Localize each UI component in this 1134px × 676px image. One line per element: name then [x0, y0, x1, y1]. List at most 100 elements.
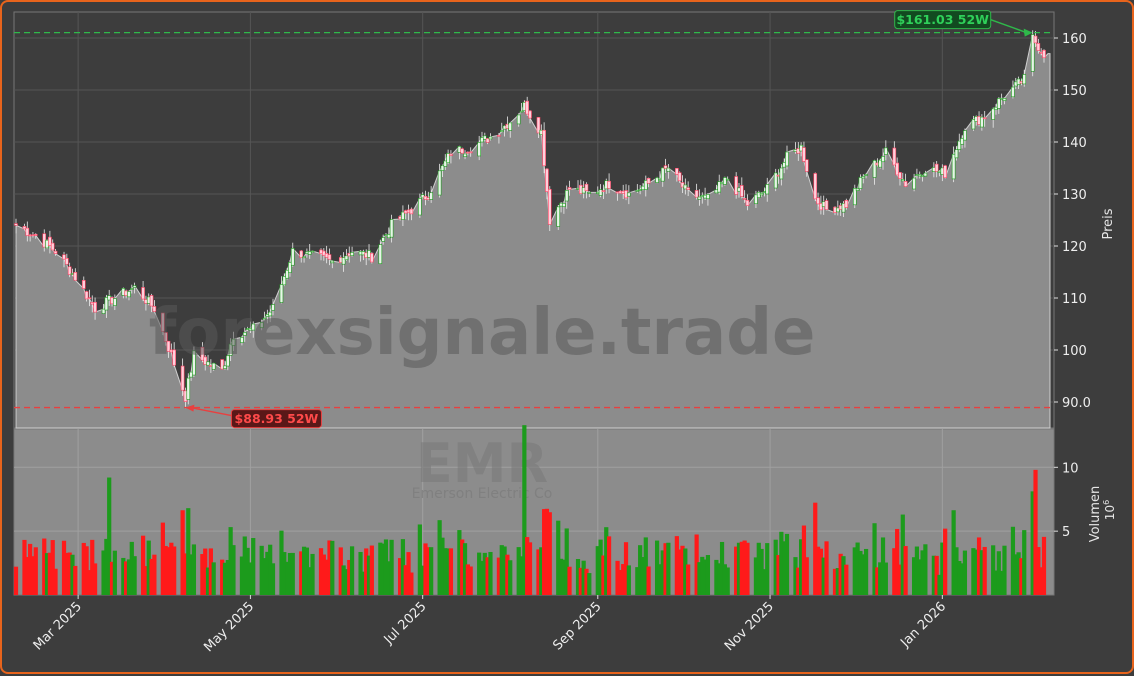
candle-body [971, 119, 976, 130]
volume-bar [92, 563, 98, 595]
volume-bar [180, 510, 185, 595]
volume-bar [564, 528, 569, 595]
volume-bar [923, 544, 928, 595]
volume-bar [991, 545, 996, 595]
volume-bar [64, 552, 69, 595]
volume-bar [200, 553, 205, 595]
volume-bar [104, 538, 109, 595]
candle-body [646, 177, 651, 184]
volume-bar [1016, 552, 1021, 595]
volume-bar [680, 545, 685, 595]
volume-bar [863, 548, 869, 595]
low-52w-arrowhead [185, 404, 195, 412]
candle-body [370, 252, 374, 263]
volume-bar [999, 570, 1004, 595]
volume-bar [722, 564, 727, 595]
candle-body [341, 257, 346, 265]
high-52w-label-box [894, 10, 992, 30]
volume-bar [81, 542, 86, 595]
volume-bar [598, 539, 603, 595]
volume-bar [782, 541, 787, 595]
volume-bar [502, 546, 507, 595]
volume-bar [126, 559, 132, 595]
candle-body [686, 187, 690, 190]
volume-bar [310, 553, 315, 595]
candle-body [302, 256, 306, 259]
volume-bar [666, 542, 671, 595]
volume-bar [604, 527, 609, 595]
candle-body [717, 181, 722, 193]
volume-bar [496, 557, 502, 595]
volume-bar [149, 558, 154, 595]
volume-bar [290, 552, 295, 595]
volume-bar [1010, 526, 1016, 595]
volume-bar [1030, 491, 1035, 595]
volume-bar [70, 554, 75, 595]
candle-body [33, 233, 38, 236]
volume-bar [516, 547, 521, 595]
volume-bar [745, 542, 750, 595]
volume-bar [835, 568, 840, 595]
candle-body [206, 361, 210, 366]
volume-bar [646, 566, 651, 595]
candle-body [127, 291, 131, 298]
volume-bar [895, 528, 900, 595]
volume-bar [657, 564, 663, 595]
volume-bar [347, 559, 352, 595]
volume-bar [762, 569, 767, 595]
volume-bar [640, 557, 646, 595]
candle-body [547, 188, 552, 225]
volume-bar [1033, 469, 1038, 595]
candle-body [104, 297, 109, 311]
candle-body [480, 137, 484, 143]
volume-bar [50, 540, 55, 595]
volume-bar [183, 553, 188, 595]
candle-body [694, 190, 699, 198]
high-52w-arrow [990, 18, 1027, 34]
volume-bar [914, 546, 920, 595]
volume-bar [361, 571, 366, 595]
volume-bar [426, 547, 431, 595]
volume-bar [683, 548, 688, 595]
volume-bar [488, 551, 493, 595]
volume-bar [107, 477, 112, 595]
candle-body [802, 147, 806, 162]
low-52w-label-box [230, 409, 322, 429]
volume-bar [228, 527, 233, 595]
volume-bar [974, 549, 979, 595]
candle-body [211, 362, 216, 370]
volume-bar [225, 559, 230, 595]
candle-body [584, 183, 589, 192]
volume-bar [13, 566, 19, 595]
volume-bar [231, 545, 236, 595]
volume-bar [556, 520, 561, 595]
candle-body [50, 242, 55, 251]
volume-bar [578, 567, 583, 595]
volume-bar [33, 547, 38, 595]
volume-bar [903, 546, 908, 595]
candle-body [675, 167, 679, 175]
volume-bar [301, 546, 307, 595]
price-tick-label: 160 [1062, 32, 1087, 47]
candle-body [923, 172, 928, 177]
volume-bars [13, 425, 1047, 595]
volume-bar [349, 546, 355, 595]
volume-bar [188, 554, 194, 595]
volume-bar [299, 551, 304, 595]
candle-body [813, 173, 818, 200]
candle-body [824, 200, 829, 210]
candle-body [443, 160, 448, 167]
price-tick-label: 90.0 [1062, 396, 1091, 411]
volume-bar [437, 520, 442, 595]
volume-bar [976, 537, 982, 595]
candle-body [14, 223, 18, 226]
volume-bar [25, 556, 30, 595]
candle-body [779, 167, 784, 180]
candle-body [288, 262, 292, 273]
candle-body [310, 250, 315, 253]
candle-body [483, 135, 487, 140]
candle-body [299, 250, 304, 258]
candle-body [132, 285, 137, 288]
candle-body [463, 153, 467, 157]
